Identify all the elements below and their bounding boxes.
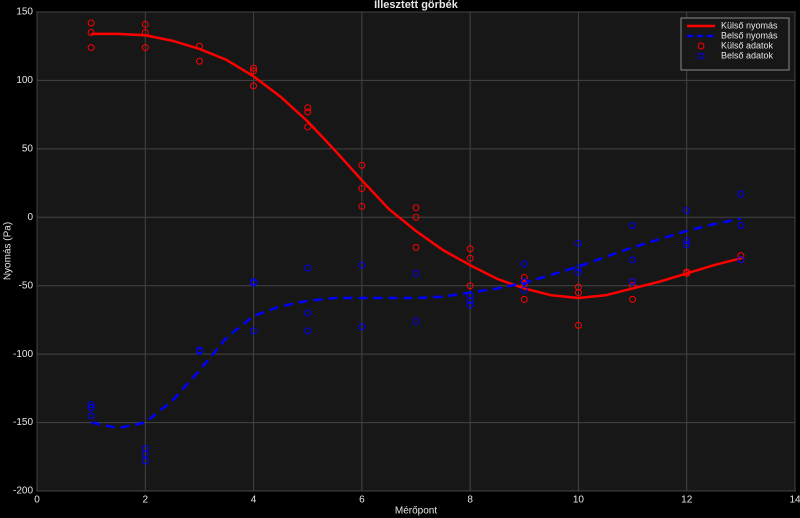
- data-point: [250, 67, 258, 75]
- data-point: [574, 283, 582, 291]
- data-point: [520, 260, 528, 268]
- y-tick-label: 150: [16, 7, 33, 18]
- data-point: [737, 221, 745, 229]
- x-axis-label: Mérőpont: [395, 506, 437, 517]
- data-point: [195, 57, 203, 65]
- data-point: [141, 44, 149, 52]
- legend-swatch: [697, 52, 705, 60]
- data-point: [304, 104, 312, 112]
- data-point: [141, 445, 149, 453]
- data-point: [737, 256, 745, 264]
- data-point: [683, 237, 691, 245]
- data-point: [87, 19, 95, 27]
- data-point: [737, 190, 745, 198]
- data-point: [574, 321, 582, 329]
- y-tick-label: 100: [16, 75, 33, 86]
- data-point: [466, 282, 474, 290]
- y-tick-label: -100: [13, 349, 33, 360]
- data-point: [574, 239, 582, 247]
- chart-title: Illesztett görbék: [374, 0, 459, 11]
- data-point: [412, 317, 420, 325]
- y-tick-label: -50: [19, 280, 34, 291]
- x-tick-label: 14: [789, 495, 800, 506]
- data-point: [358, 323, 366, 331]
- y-axis-label: Nyomás (Pa): [3, 222, 14, 280]
- data-point: [629, 295, 637, 303]
- data-point: [629, 278, 637, 286]
- x-tick-label: 6: [359, 495, 365, 506]
- data-point: [683, 269, 691, 277]
- data-point: [87, 29, 95, 37]
- data-point: [466, 291, 474, 299]
- data-point: [250, 64, 258, 72]
- plot-area: [36, 11, 796, 492]
- data-point: [412, 269, 420, 277]
- data-point: [195, 42, 203, 50]
- data-point: [683, 206, 691, 214]
- data-point: [304, 123, 312, 131]
- data-point: [520, 286, 528, 294]
- data-point: [683, 241, 691, 249]
- data-point: [358, 261, 366, 269]
- data-point: [250, 82, 258, 90]
- data-point: [466, 254, 474, 262]
- data-point: [250, 279, 258, 287]
- data-point: [304, 309, 312, 317]
- y-tick-label: 50: [22, 143, 34, 154]
- y-tick-label: -150: [13, 417, 33, 428]
- data-point: [141, 457, 149, 465]
- data-point: [87, 412, 95, 420]
- data-point: [87, 401, 95, 409]
- data-point: [412, 213, 420, 221]
- data-point: [87, 404, 95, 412]
- data-point: [141, 29, 149, 37]
- data-point: [629, 282, 637, 290]
- data-point: [466, 297, 474, 305]
- legend-label: Belső adatok: [721, 50, 774, 60]
- data-point: [574, 264, 582, 272]
- data-point: [520, 278, 528, 286]
- y-tick-label: 0: [27, 212, 33, 223]
- data-point: [412, 204, 420, 212]
- data-point: [574, 289, 582, 297]
- data-point: [304, 108, 312, 116]
- x-tick-label: 10: [573, 495, 585, 506]
- data-point: [141, 450, 149, 458]
- legend-label: Külső adatok: [721, 40, 774, 50]
- data-point: [412, 243, 420, 251]
- x-tick-label: 0: [34, 495, 40, 506]
- data-point: [466, 245, 474, 253]
- legend-swatch: [697, 42, 705, 50]
- data-point: [466, 301, 474, 309]
- x-tick-label: 4: [251, 495, 257, 506]
- data-point: [520, 274, 528, 282]
- data-point: [304, 264, 312, 272]
- x-tick-label: 8: [467, 495, 473, 506]
- data-point: [304, 327, 312, 335]
- data-point: [629, 221, 637, 229]
- data-point: [574, 268, 582, 276]
- data-point: [141, 20, 149, 28]
- data-point: [358, 161, 366, 169]
- data-point: [87, 44, 95, 52]
- x-tick-label: 2: [143, 495, 149, 506]
- data-point: [358, 185, 366, 193]
- legend-label: Belső nyomás: [721, 30, 778, 40]
- y-tick-label: -200: [13, 486, 33, 497]
- x-tick-label: 12: [681, 495, 693, 506]
- data-point: [737, 252, 745, 260]
- data-point: [250, 327, 258, 335]
- data-point: [358, 202, 366, 210]
- data-point: [520, 295, 528, 303]
- legend-label: Külső nyomás: [721, 20, 778, 30]
- data-point: [629, 256, 637, 264]
- data-point: [195, 347, 203, 355]
- data-point: [520, 280, 528, 288]
